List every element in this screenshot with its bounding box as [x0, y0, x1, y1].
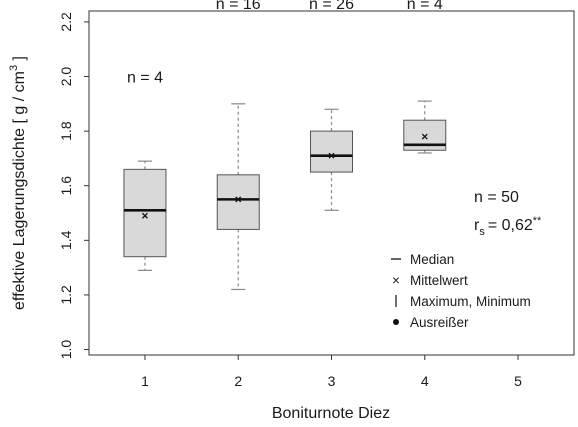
iqr-box	[310, 130, 353, 173]
mean-marker	[328, 152, 335, 159]
mean-marker	[142, 212, 148, 219]
legend: Median × Mittelwert Maximum, Minimum Ausreiß…	[391, 252, 531, 330]
x-axis: 1 2 3 4 5	[141, 355, 522, 389]
legend-item-1: × Mittelwert	[392, 273, 468, 288]
stats-n-total: n = 50	[474, 189, 519, 206]
x-tick-label: 5	[514, 373, 522, 389]
n-label-category-2: n = 16	[216, 0, 261, 13]
stats-rs-value: = 0,62	[488, 217, 533, 234]
stats-rs-significance: **	[533, 215, 542, 227]
legend-label: Maximum, Minimum	[410, 294, 531, 309]
box-category-4	[403, 100, 447, 154]
y-axis-title-superscript: 3	[8, 65, 20, 71]
x-axis-title: Boniturnote Diez	[272, 405, 390, 422]
y-tick-label: 2.2	[58, 12, 74, 32]
y-axis-title-close: ]	[11, 56, 28, 65]
y-tick-label: 1.6	[58, 176, 74, 196]
iqr-box	[123, 168, 167, 258]
y-tick-label: 2.0	[58, 67, 74, 87]
legend-mean-symbol: ×	[392, 273, 400, 288]
legend-label: Mittelwert	[410, 273, 468, 288]
y-tick-label: 1.4	[58, 230, 74, 250]
y-axis-title: effektive Lagerungsdichte [ g / cm3 ]	[8, 56, 28, 310]
stats-spearman-rs: rs = 0,62**	[474, 215, 542, 238]
box-series	[123, 100, 447, 291]
x-tick-label: 4	[421, 373, 429, 389]
y-tick-label: 1.8	[58, 121, 74, 141]
box-category-3	[310, 108, 353, 211]
legend-item-3: Ausreißer	[393, 315, 469, 330]
stats-rs-subscript: s	[479, 226, 485, 238]
x-tick-label: 1	[141, 373, 149, 389]
y-axis: 1.0 1.2 1.4 1.6 1.8 2.0 2.2	[58, 12, 89, 359]
legend-outlier-symbol	[393, 319, 399, 325]
n-label-category-3: n = 26	[309, 0, 354, 13]
iqr-box	[216, 174, 260, 230]
y-axis-title-main: effektive Lagerungsdichte [ g / cm	[11, 71, 28, 310]
y-tick-label: 1.0	[58, 340, 74, 360]
x-tick-label: 2	[234, 373, 242, 389]
stats-rs-symbol: r	[474, 217, 480, 234]
legend-item-0: Median	[391, 252, 454, 267]
box-category-2	[216, 103, 260, 291]
legend-item-2: Maximum, Minimum	[395, 294, 531, 309]
legend-label: Ausreißer	[410, 315, 469, 330]
legend-label: Median	[410, 252, 454, 267]
box-category-1	[123, 160, 167, 271]
mean-marker	[421, 133, 428, 140]
n-label-category-4: n = 4	[407, 0, 443, 13]
x-tick-label: 3	[328, 373, 336, 389]
n-labels: n = 4 n = 16 n = 26 n = 4	[127, 0, 443, 87]
n-label-category-1: n = 4	[127, 70, 163, 87]
mean-marker	[235, 196, 242, 203]
y-tick-label: 1.2	[58, 285, 74, 305]
